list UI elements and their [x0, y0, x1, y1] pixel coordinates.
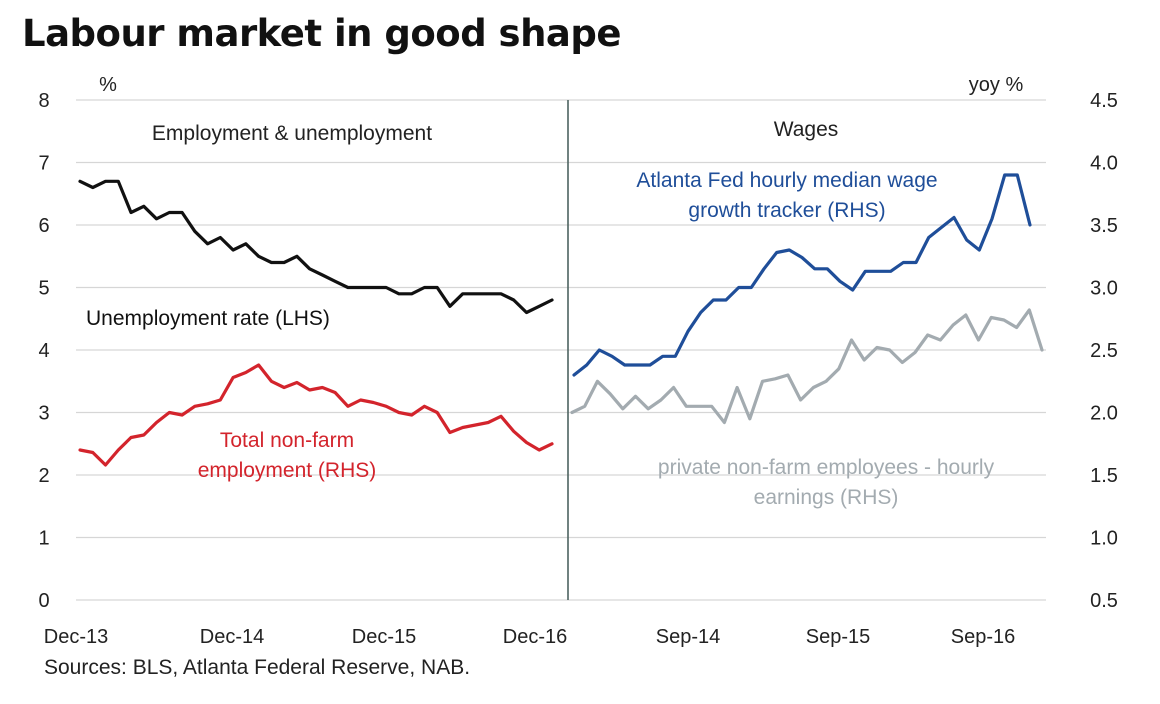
y-tick-right: 2.0	[1090, 403, 1118, 425]
y-tick-right: 1.5	[1090, 465, 1118, 487]
chart-title: Labour market in good shape	[22, 12, 621, 55]
y-tick-right: 0.5	[1090, 590, 1118, 612]
y-tick-left: 0	[38, 590, 49, 612]
y-tick-left: 8	[38, 90, 49, 112]
panel-title-right: Wages	[774, 118, 839, 141]
y-tick-left: 5	[38, 278, 49, 300]
y-tick-right: 1.0	[1090, 528, 1118, 550]
panel-title-left: Employment & unemployment	[152, 122, 432, 145]
label-hourly-earnings: private non-farm employees - hourly	[658, 456, 995, 479]
label-non-farm-employment: Total non-farm	[220, 429, 354, 452]
label-unemployment-rate: Unemployment rate (LHS)	[86, 307, 330, 330]
y-tick-left: 1	[38, 528, 49, 550]
y-tick-right: 4.0	[1090, 153, 1118, 175]
y-tick-right: 3.5	[1090, 215, 1118, 237]
right-axis-unit: yoy %	[969, 74, 1024, 96]
y-tick-right: 4.5	[1090, 90, 1118, 112]
series-unemployment-rate-line	[78, 179, 554, 315]
x-tick-left: Dec-13	[44, 626, 108, 648]
chart-source: Sources: BLS, Atlanta Federal Reserve, N…	[44, 656, 471, 679]
x-tick-right: Sep-15	[806, 626, 871, 648]
y-tick-left: 7	[38, 153, 49, 175]
x-tick-left: Dec-16	[503, 626, 567, 648]
label-hourly-earnings: earnings (RHS)	[754, 486, 899, 509]
y-tick-left: 2	[38, 465, 49, 487]
series-non-farm-employment-line	[78, 363, 554, 467]
label-non-farm-employment: employment (RHS)	[198, 459, 377, 482]
y-tick-left: 6	[38, 215, 49, 237]
label-atlanta-fed-wage: growth tracker (RHS)	[688, 199, 885, 222]
label-atlanta-fed-wage: Atlanta Fed hourly median wage	[636, 169, 937, 192]
x-tick-left: Dec-15	[352, 626, 416, 648]
left-axis-unit: %	[99, 74, 117, 96]
y-tick-right: 2.5	[1090, 340, 1118, 362]
series-atlanta-fed-wage-line	[572, 173, 1032, 377]
y-tick-left: 3	[38, 403, 49, 425]
y-tick-left: 4	[38, 340, 49, 362]
y-tick-right: 3.0	[1090, 278, 1118, 300]
series-hourly-earnings-line	[570, 308, 1044, 425]
x-tick-left: Dec-14	[200, 626, 264, 648]
x-tick-right: Sep-14	[656, 626, 721, 648]
x-tick-right: Sep-16	[951, 626, 1016, 648]
